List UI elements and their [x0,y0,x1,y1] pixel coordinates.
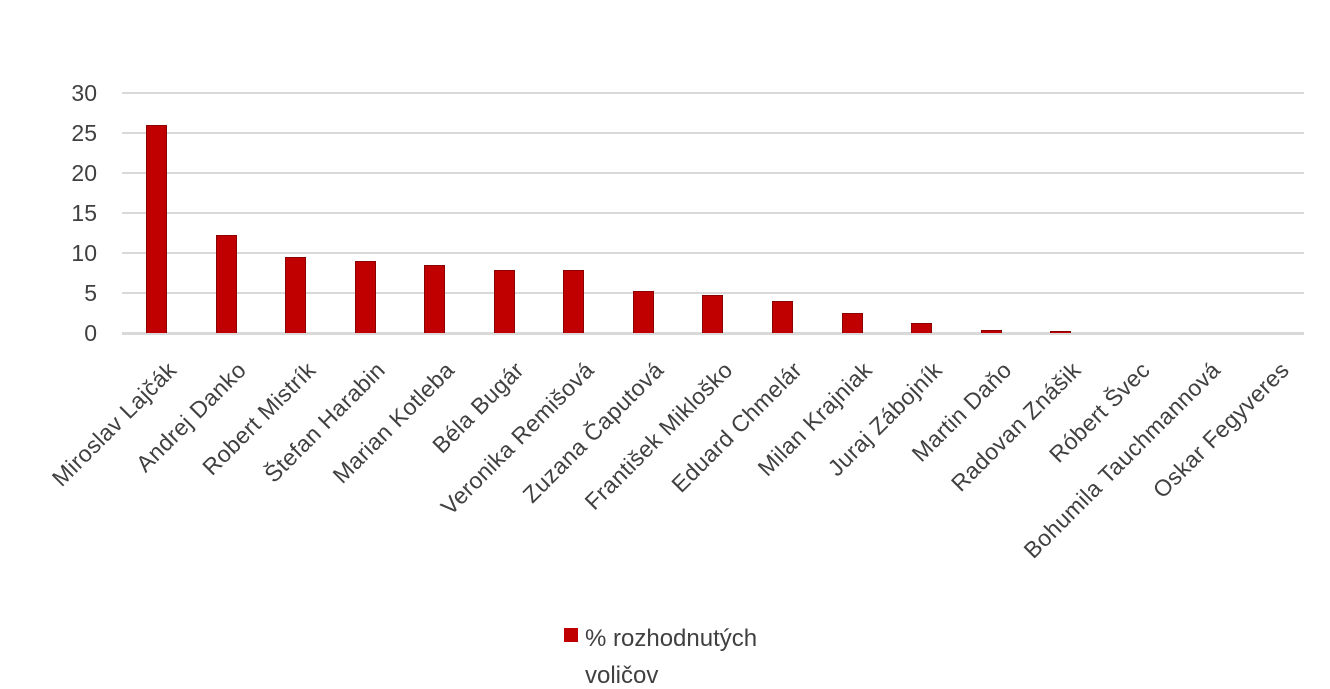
y-axis-tick-label: 0 [84,320,97,346]
bar [285,257,307,333]
bar [424,265,446,333]
gridline [122,292,1304,294]
legend-color-swatch [564,628,578,642]
y-axis-tick-label: 25 [71,120,97,146]
bar [493,269,515,333]
gridline [122,252,1304,254]
x-axis-line [122,332,1304,335]
gridline [122,92,1304,94]
y-axis-tick-label: 10 [71,240,97,266]
y-axis-tick-label: 15 [71,200,97,226]
bar [702,294,724,333]
y-axis-tick-label: 30 [71,80,97,106]
y-axis-tick-label: 5 [84,280,97,306]
gridline [122,132,1304,134]
y-axis-tick-label: 20 [71,160,97,186]
bar [772,301,794,333]
gridline [122,172,1304,174]
x-axis-label: Miroslav Lajčák [46,356,182,492]
chart-legend: % rozhodnutých voličov [564,620,785,689]
bar [354,261,376,333]
bar [145,125,167,333]
bar [632,291,654,333]
bar [980,329,1002,333]
x-axis-label: Oskar Fegyveres [1147,356,1295,504]
gridline [122,212,1304,214]
bar [563,269,585,333]
bar [1050,330,1072,333]
bar [215,235,237,333]
legend-series-label: % rozhodnutých voličov [585,625,758,689]
bar [911,323,933,333]
bar [841,313,863,333]
